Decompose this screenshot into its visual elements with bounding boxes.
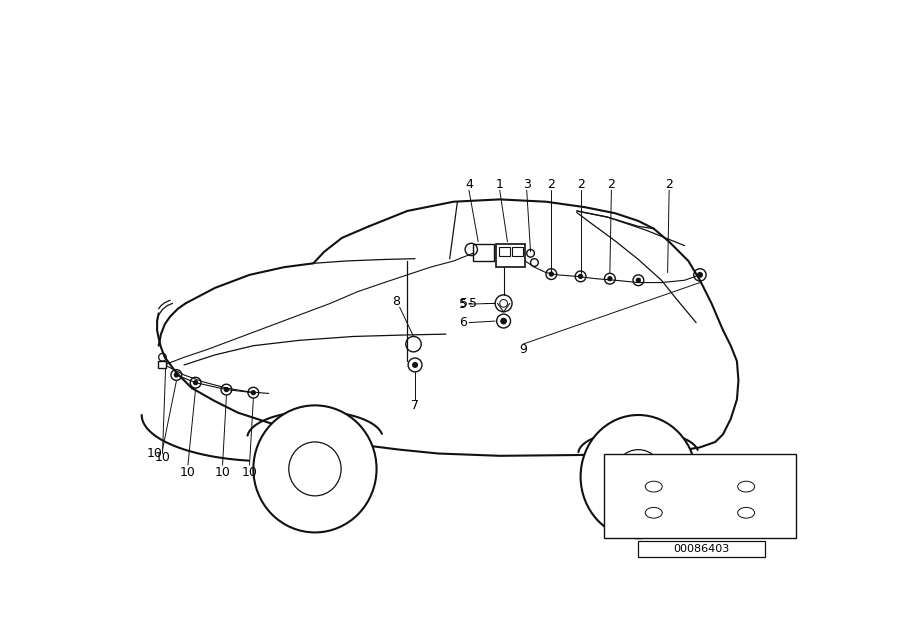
Text: 3: 3 [523, 178, 531, 190]
Text: 8: 8 [392, 295, 400, 307]
Ellipse shape [289, 442, 341, 496]
Text: 6: 6 [460, 316, 467, 329]
Circle shape [608, 277, 612, 281]
Ellipse shape [254, 405, 376, 532]
Bar [496, 244, 526, 267]
Circle shape [413, 363, 418, 367]
Circle shape [636, 278, 640, 282]
Text: 10: 10 [241, 466, 257, 479]
Ellipse shape [613, 450, 663, 504]
Bar [638, 540, 765, 558]
Ellipse shape [738, 481, 754, 492]
Circle shape [549, 272, 554, 276]
Text: 10: 10 [214, 466, 230, 479]
Circle shape [251, 391, 256, 394]
Text: 5: 5 [459, 298, 467, 311]
Circle shape [579, 274, 582, 278]
Text: 10: 10 [147, 447, 163, 460]
Bar [512, 247, 523, 257]
Ellipse shape [738, 507, 754, 518]
Text: 7: 7 [411, 399, 419, 412]
Bar [158, 361, 166, 368]
Ellipse shape [645, 481, 662, 492]
Text: 2: 2 [608, 178, 616, 190]
Circle shape [224, 387, 229, 392]
Circle shape [698, 272, 702, 277]
Text: 9: 9 [519, 343, 526, 356]
Text: 2: 2 [665, 178, 673, 190]
Text: 2: 2 [577, 178, 584, 190]
Ellipse shape [580, 415, 696, 538]
Bar [604, 453, 796, 538]
Text: 4: 4 [465, 178, 472, 190]
Bar [472, 244, 494, 261]
Circle shape [501, 318, 507, 324]
Text: 10: 10 [155, 451, 170, 464]
Text: 2: 2 [547, 178, 555, 190]
Bar [499, 247, 509, 257]
Circle shape [175, 373, 178, 377]
Text: 1: 1 [496, 178, 504, 190]
Text: 5: 5 [469, 297, 477, 310]
Text: 00086403: 00086403 [673, 544, 730, 554]
Text: 10: 10 [180, 466, 196, 479]
Circle shape [194, 381, 197, 385]
Text: 5-: 5- [460, 297, 473, 310]
Ellipse shape [645, 507, 662, 518]
